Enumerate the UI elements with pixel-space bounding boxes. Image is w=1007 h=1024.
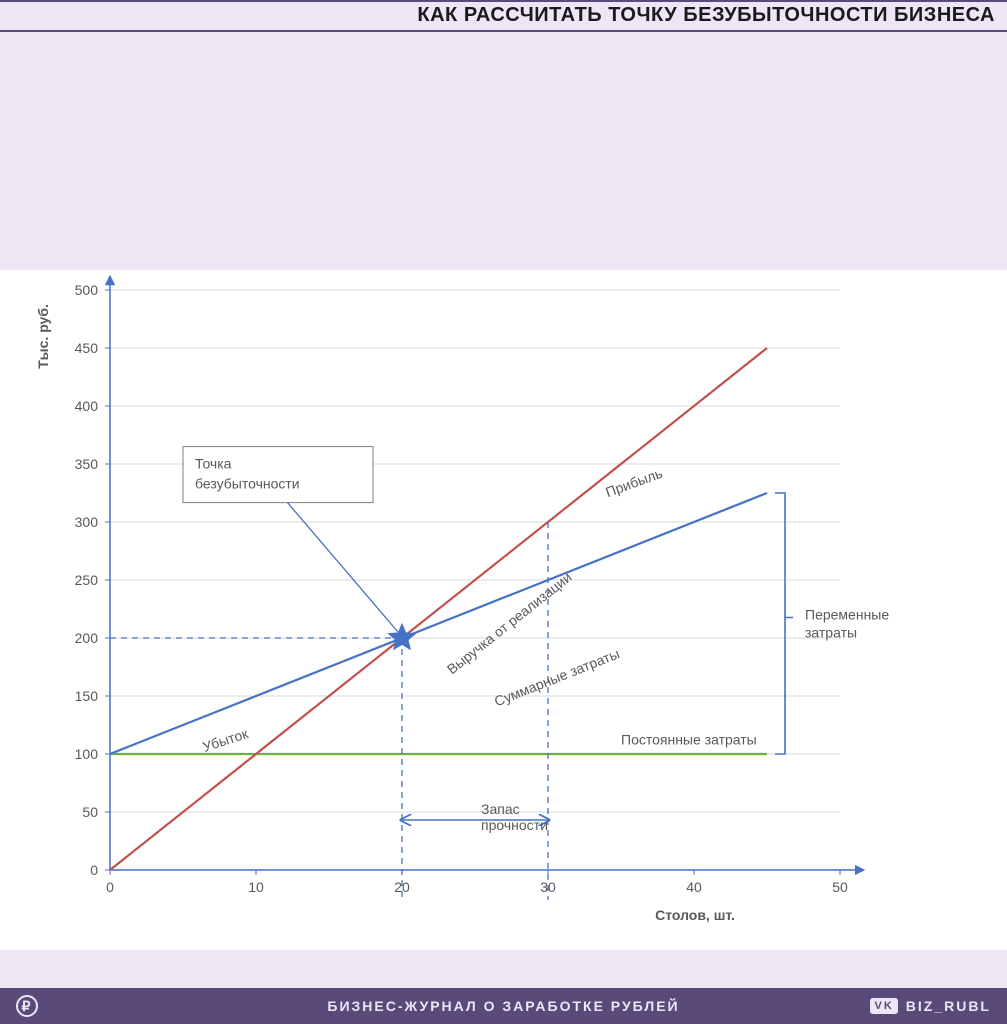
header-rule-top	[0, 0, 1007, 2]
svg-text:150: 150	[75, 688, 99, 704]
footer-bar: ₽ БИЗНЕС-ЖУРНАЛ О ЗАРАБОТКЕ РУБЛЕЙ VK BI…	[0, 988, 1007, 1024]
ruble-icon: ₽	[16, 995, 38, 1017]
svg-text:Постоянные затраты: Постоянные затраты	[621, 732, 757, 748]
svg-text:400: 400	[75, 398, 99, 414]
svg-text:450: 450	[75, 340, 99, 356]
breakeven-chart: 0501001502002503003504004505000102030405…	[0, 270, 1007, 950]
svg-text:Выручка от реализации: Выручка от реализации	[444, 569, 575, 678]
svg-text:40: 40	[686, 879, 702, 895]
vk-handle: VK BIZ_RUBL	[870, 998, 991, 1014]
vk-handle-text: BIZ_RUBL	[906, 998, 991, 1014]
svg-text:Тыс. руб.: Тыс. руб.	[35, 304, 51, 369]
svg-text:350: 350	[75, 456, 99, 472]
svg-text:100: 100	[75, 746, 99, 762]
page-title: КАК РАССЧИТАТЬ ТОЧКУ БЕЗУБЫТОЧНОСТИ БИЗН…	[12, 4, 995, 27]
svg-text:200: 200	[75, 630, 99, 646]
svg-text:300: 300	[75, 514, 99, 530]
footer-text: БИЗНЕС-ЖУРНАЛ О ЗАРАБОТКЕ РУБЛЕЙ	[327, 998, 679, 1014]
svg-text:50: 50	[832, 879, 848, 895]
svg-text:Столов, шт.: Столов, шт.	[655, 907, 735, 923]
svg-text:Убыток: Убыток	[201, 725, 251, 755]
header-rule	[0, 30, 1007, 32]
vk-icon: VK	[870, 998, 897, 1014]
plot-area: 0501001502002503003504004505000102030405…	[35, 280, 889, 923]
svg-text:0: 0	[106, 879, 114, 895]
svg-text:500: 500	[75, 282, 99, 298]
svg-text:250: 250	[75, 572, 99, 588]
chart-svg: 0501001502002503003504004505000102030405…	[0, 270, 1007, 950]
svg-text:10: 10	[248, 879, 264, 895]
svg-text:50: 50	[82, 804, 98, 820]
svg-text:Переменныезатраты: Переменныезатраты	[805, 607, 889, 641]
svg-text:0: 0	[90, 862, 98, 878]
svg-text:Суммарные затраты: Суммарные затраты	[492, 645, 622, 709]
svg-text:Запаспрочности: Запаспрочности	[481, 801, 548, 833]
